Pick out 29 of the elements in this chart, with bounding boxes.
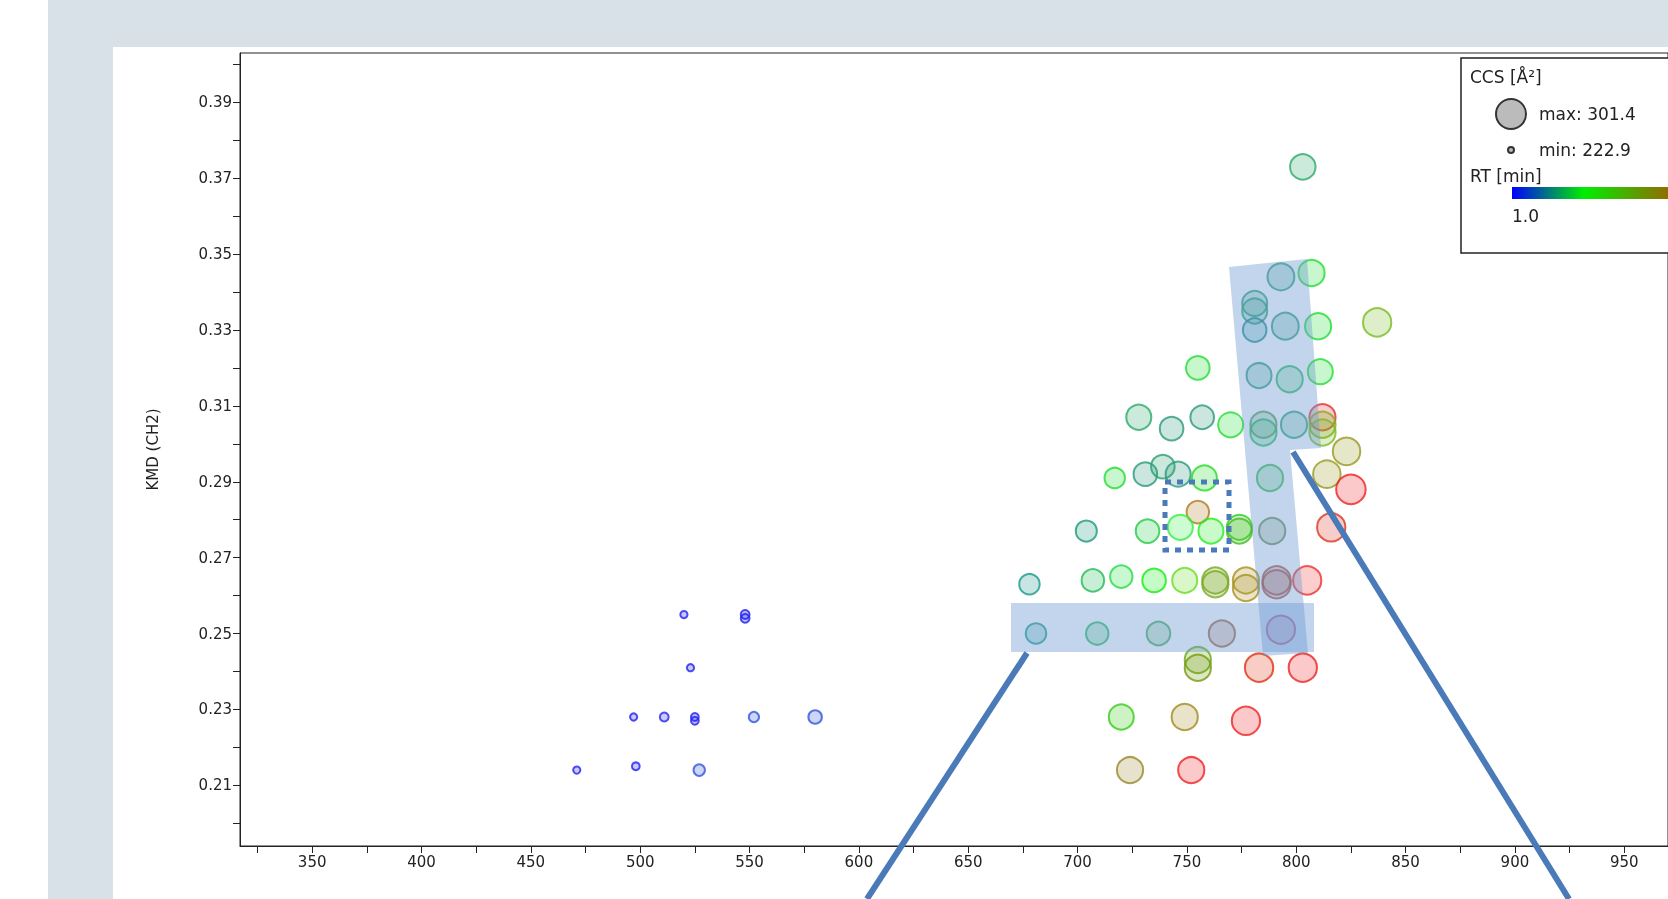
x-tick-label: 900 [1500,852,1530,871]
y-tick-label: 0.23 [198,700,232,719]
annotation: max: 301.4 [1539,104,1636,124]
x-tick-label: 400 [407,852,436,871]
x-tick-label: 750 [1172,852,1202,871]
x-tick-label: 800 [1281,852,1311,871]
x-tick-label: 500 [625,852,655,871]
y-tick-label: 0.33 [198,320,232,339]
y-tick-label: 0.29 [198,472,232,491]
y-tick-label: 0.37 [198,169,232,188]
color-bar-title: RT [min] [1470,166,1542,186]
annotation: min: 222.9 [1539,140,1631,160]
x-tick-label: 850 [1391,852,1420,871]
x-tick-label: 450 [516,852,546,871]
y-tick-label: 0.27 [198,548,232,567]
y-axis-title: KMD (CH2) [143,408,162,491]
legend-title: CCS [Å²] [1470,66,1542,87]
y-tick-label: 0.39 [198,93,232,112]
y-tick-label: 0.25 [198,624,232,643]
x-tick-label: 650 [953,852,983,871]
y-tick-label: 0.35 [198,245,232,264]
x-tick-label: 700 [1063,852,1092,871]
x-tick-label: 350 [297,852,327,871]
y-tick-label: 0.21 [198,776,232,795]
x-tick-label: 550 [735,852,764,871]
x-tick-label: 950 [1609,852,1639,871]
y-tick-label: 0.31 [198,396,232,415]
x-tick-label: 600 [844,852,874,871]
annotation: 1.0 [1512,206,1540,226]
